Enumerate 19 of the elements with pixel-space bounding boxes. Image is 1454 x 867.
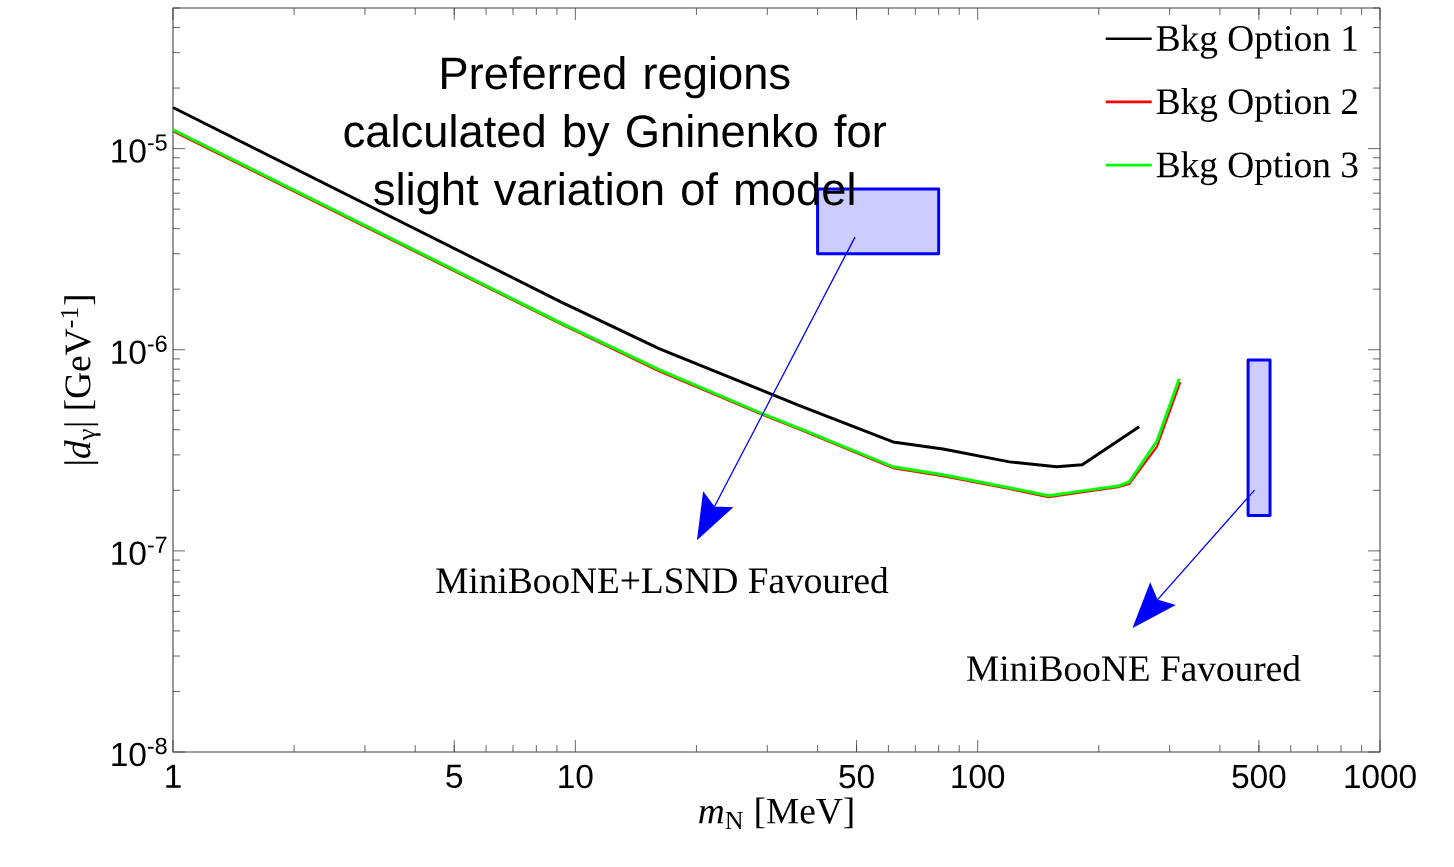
x-axis-title: m$_{N}$ [MeV] xyxy=(699,797,853,830)
x-tick-label: 50 xyxy=(839,764,874,789)
legend-label: Bkg Option 3 xyxy=(1156,151,1358,186)
x-tick-label: 100 xyxy=(952,764,1005,789)
y-axis-title: |d$_{γ}$| [GeV$^{-1}$] xyxy=(60,296,101,464)
y-tick-label: 10$^{-8}$ xyxy=(112,737,167,767)
y-tick-label: 10$^{-6}$ xyxy=(112,335,167,365)
x-tick-label: 1 xyxy=(166,764,181,788)
y-tick-label: 10$^{-5}$ xyxy=(112,134,167,163)
x-tick-label: 1000 xyxy=(1345,764,1416,789)
annotation: MiniBooNE+LSND Favoured xyxy=(436,566,889,594)
annotation: Preferred regions calculated by Gninenko for slight variation of model xyxy=(344,56,887,215)
x-tick-label: 5 xyxy=(446,764,463,788)
y-tick-label: 10$^{-7}$ xyxy=(112,536,167,566)
legend-label: Bkg Option 1 xyxy=(1156,24,1357,59)
annotation: MiniBooNE Favoured xyxy=(967,654,1301,682)
x-tick-label: 500 xyxy=(1232,764,1286,789)
legend-label: Bkg Option 2 xyxy=(1156,88,1357,122)
x-tick-label: 10 xyxy=(559,764,593,789)
